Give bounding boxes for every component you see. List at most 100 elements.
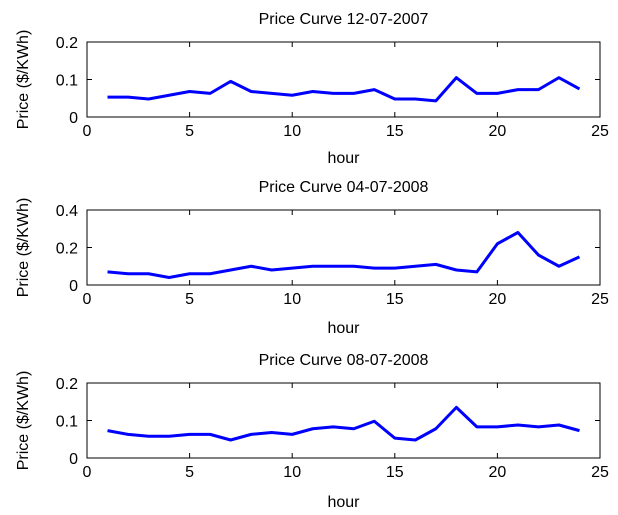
data-point <box>106 270 109 273</box>
data-point <box>373 88 376 91</box>
data-point <box>475 92 478 95</box>
y-tick-label: 0 <box>69 451 78 468</box>
data-point <box>127 96 130 99</box>
data-point <box>352 427 355 430</box>
data-point <box>291 433 294 436</box>
axes-box <box>86 209 601 286</box>
series-line <box>107 405 580 442</box>
data-point <box>516 231 519 234</box>
x-tick-label: 20 <box>489 291 507 308</box>
chart-title: Price Curve 08-07-2008 <box>259 352 429 369</box>
data-point <box>557 76 560 79</box>
data-point <box>516 88 519 91</box>
data-point <box>475 270 478 273</box>
x-axis-label: hour <box>327 494 360 511</box>
data-point <box>332 92 335 95</box>
x-tick-label: 0 <box>83 123 92 140</box>
subplot-1: Price Curve 12-07-2007 0 5 10 15 20 25 0 0.1 0.2 h… <box>15 11 609 167</box>
y-tick-label: 0.2 <box>56 35 78 52</box>
data-point <box>475 425 478 428</box>
subplot-3: Price Curve 08-07-2008 0 5 10 15 20 25 0 0.1 0.2 h… <box>15 352 609 511</box>
y-tick-label: 0 <box>69 278 78 295</box>
y-tick-label: 0.1 <box>56 414 78 431</box>
x-tick-label: 0 <box>83 464 92 481</box>
data-point <box>270 431 273 434</box>
x-tick-label: 5 <box>185 123 194 140</box>
data-point <box>147 435 150 438</box>
x-tick-label: 5 <box>185 464 194 481</box>
data-point <box>455 406 458 409</box>
x-tick-label: 5 <box>185 291 194 308</box>
x-tick-label: 10 <box>283 291 301 308</box>
x-tick-label: 10 <box>283 464 301 481</box>
data-point <box>578 255 581 258</box>
data-point <box>578 429 581 432</box>
data-point <box>168 94 171 97</box>
data-point <box>291 267 294 270</box>
data-point <box>250 265 253 268</box>
data-point <box>414 265 417 268</box>
data-point <box>250 90 253 93</box>
x-tick-label: 20 <box>489 123 507 140</box>
data-point <box>393 437 396 440</box>
data-point <box>147 272 150 275</box>
data-point <box>106 429 109 432</box>
data-point <box>127 272 130 275</box>
data-point <box>557 424 560 427</box>
data-point <box>537 88 540 91</box>
subplot-2: Price Curve 04-07-2008 0 5 10 15 20 25 0 0.2 0.4 h… <box>15 179 609 337</box>
data-point <box>250 433 253 436</box>
data-point <box>434 427 437 430</box>
x-tick-label: 0 <box>83 291 92 308</box>
chart-title: Price Curve 04-07-2008 <box>259 179 429 196</box>
chart-title: Price Curve 12-07-2007 <box>259 11 429 28</box>
data-point <box>455 76 458 79</box>
data-point <box>373 420 376 423</box>
data-point <box>209 433 212 436</box>
y-tick-label: 0 <box>69 110 78 127</box>
y-axis-label: Price ($/KWh) <box>15 30 32 130</box>
data-point <box>455 269 458 272</box>
data-point <box>188 90 191 93</box>
data-point <box>352 265 355 268</box>
x-tick-label: 25 <box>591 291 609 308</box>
data-point <box>393 98 396 101</box>
data-point <box>229 80 232 83</box>
data-point <box>434 99 437 102</box>
x-tick-label: 25 <box>591 464 609 481</box>
data-point <box>496 242 499 245</box>
data-point <box>188 272 191 275</box>
data-point <box>414 439 417 442</box>
x-tick-label: 15 <box>386 291 404 308</box>
data-point <box>168 435 171 438</box>
data-point <box>537 425 540 428</box>
data-point <box>496 92 499 95</box>
y-tick-label: 0.2 <box>56 241 78 258</box>
data-point <box>209 272 212 275</box>
data-point <box>229 269 232 272</box>
data-point <box>311 90 314 93</box>
data-point <box>578 87 581 90</box>
data-point <box>434 263 437 266</box>
data-point <box>352 92 355 95</box>
data-point <box>496 425 499 428</box>
data-point <box>270 92 273 95</box>
x-tick-label: 10 <box>283 123 301 140</box>
axes-box <box>86 382 601 459</box>
x-axis-label: hour <box>327 150 360 167</box>
data-point <box>127 433 130 436</box>
data-point <box>414 98 417 101</box>
data-point <box>393 267 396 270</box>
x-tick-label: 15 <box>386 464 404 481</box>
data-point <box>168 276 171 279</box>
data-point <box>209 92 212 95</box>
data-point <box>147 98 150 101</box>
data-point <box>537 254 540 257</box>
axes-box <box>86 41 601 118</box>
y-tick-label: 0.2 <box>56 376 78 393</box>
series-line <box>107 76 581 103</box>
data-point <box>557 265 560 268</box>
data-point <box>332 265 335 268</box>
data-point <box>311 427 314 430</box>
